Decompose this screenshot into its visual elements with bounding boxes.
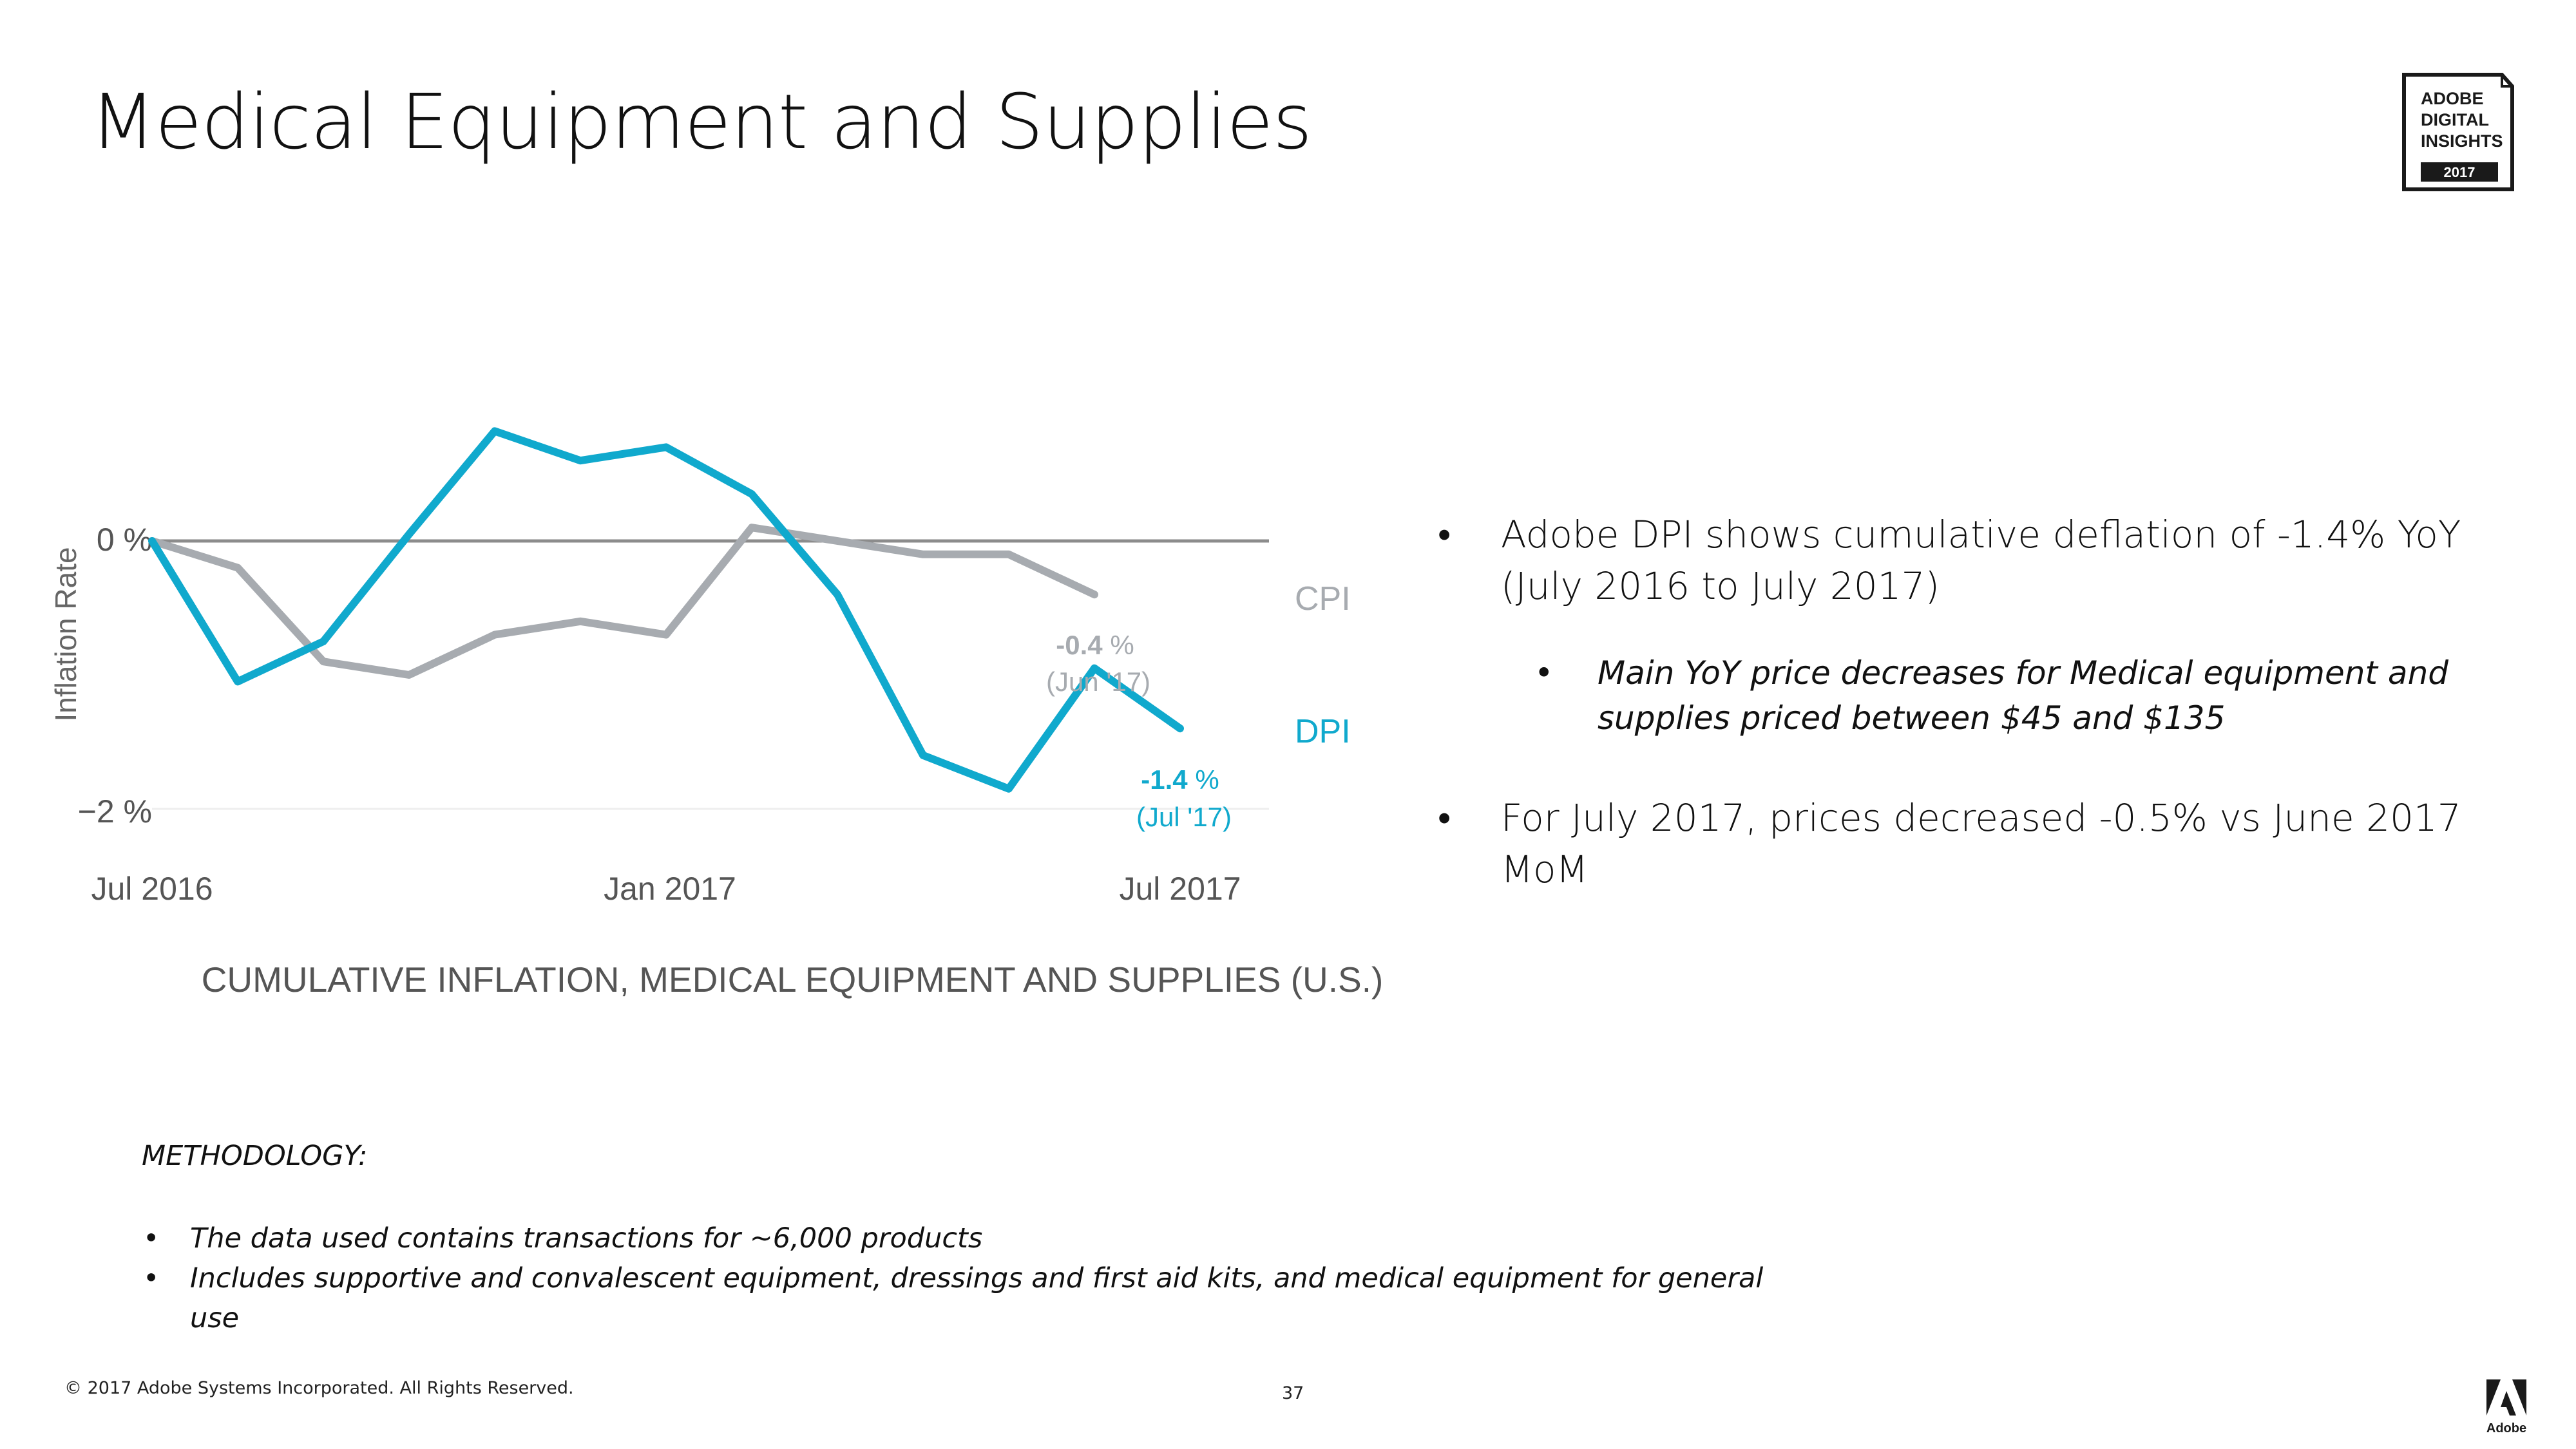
methodology-heading: METHODOLOGY: [142,1140,368,1172]
badge-line-2: DIGITAL [2421,110,2489,129]
x-tick-label-jul-2017: Jul 2017 [1119,871,1241,907]
legend-dpi: DPI [1295,713,1351,750]
finding-text-2: For July 2017, prices decreased -0.5% vs… [1501,796,2461,891]
y-axis-label: Inflation Rate [49,547,82,721]
finding-sub-text: Main YoY price decreases for Medical equ… [1598,654,2448,737]
cpi-end-label-value: -0.4 % [1056,630,1134,660]
finding-sub-bullet: • Main YoY price decreases for Medical e… [1533,650,2499,741]
methodology-item-text: The data used contains transactions for … [190,1222,983,1255]
key-findings: • Adobe DPI shows cumulative deflation o… [1436,509,2499,895]
adobe-logo-icon: Adobe [2486,1379,2526,1435]
finding-text-1: Adobe DPI shows cumulative deflation of … [1501,513,2461,608]
cpi-end-unit: % [1110,630,1134,660]
finding-bullet-1: • Adobe DPI shows cumulative deflation o… [1436,509,2499,612]
svg-text:Adobe: Adobe [2486,1421,2526,1435]
inflation-chart: 0 % −2 % Inflation Rate Jul 2016 Jan 201… [49,427,1384,999]
methodology: METHODOLOGY: • The data used contains tr… [142,1140,1817,1338]
bullet-dot: • [143,1262,160,1294]
dpi-end-unit: % [1195,764,1219,795]
bullet-dot: • [143,1222,160,1255]
bullet-dot: • [1438,796,1451,840]
badge-year-bar [2421,162,2498,182]
methodology-item: • Includes supportive and convalescent e… [142,1258,1817,1338]
cpi-end-value: -0.4 [1056,630,1103,660]
finding-bullet-2: • For July 2017, prices decreased -0.5% … [1436,792,2499,895]
dpi-end-label-value: -1.4 % [1141,764,1219,795]
bullet-dot: • [1438,513,1451,556]
chart-title: CUMULATIVE INFLATION, MEDICAL EQUIPMENT … [202,960,1384,999]
cpi-end-label-date: (Jun '17) [1046,667,1150,697]
copyright: © 2017 Adobe Systems Incorporated. All R… [64,1378,574,1398]
page-number: 37 [1282,1383,1304,1403]
dpi-end-value: -1.4 [1141,764,1188,795]
x-tick-label-jul-2016: Jul 2016 [91,871,213,907]
badge-year: 2017 [2444,164,2476,180]
y-tick-label-zero: 0 % [97,522,152,558]
legend-cpi: CPI [1295,580,1351,618]
badge-line-1: ADOBE [2421,89,2484,108]
page-title: Medical Equipment and Supplies [90,77,1312,166]
methodology-item: • The data used contains transactions fo… [142,1218,1817,1258]
x-tick-label-jan-2017: Jan 2017 [604,871,736,907]
y-tick-label-minus-two: −2 % [78,793,152,829]
bullet-dot: • [1534,654,1554,692]
dpi-series-line [148,427,1184,793]
adobe-digital-insights-badge: ADOBE DIGITAL INSIGHTS 2017 [2402,73,2514,191]
badge-frame [2402,73,2514,191]
badge-line-3: INSIGHTS [2421,131,2503,151]
dpi-end-label-date: (Jul '17) [1136,802,1232,832]
badge-fold [2501,75,2512,88]
methodology-item-text: Includes supportive and convalescent equ… [190,1262,1764,1334]
